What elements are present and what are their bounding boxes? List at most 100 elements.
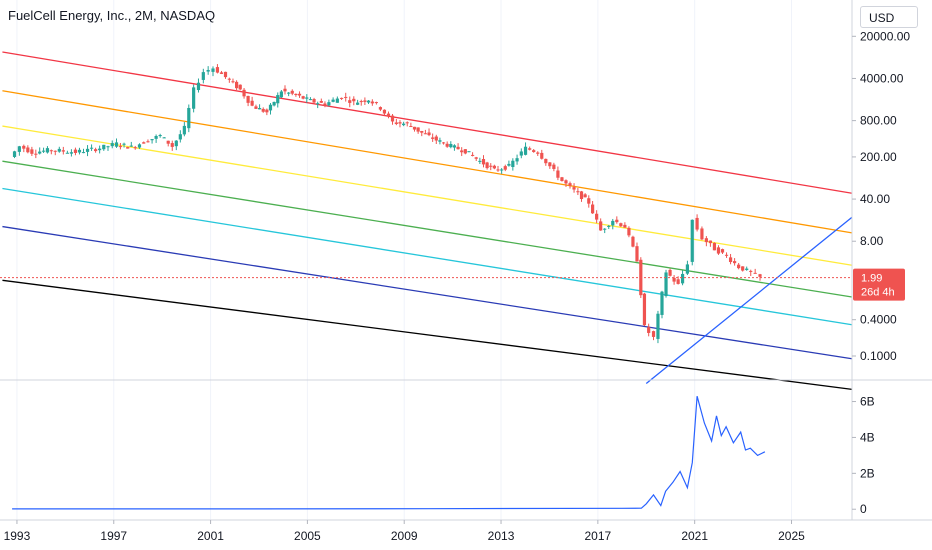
candle-body <box>238 84 242 90</box>
candle-body <box>511 160 515 168</box>
candle-body <box>758 274 762 277</box>
candle-body <box>402 123 406 126</box>
candle-body <box>438 140 442 142</box>
candle-body <box>452 145 457 148</box>
candle-body <box>599 221 603 231</box>
candle-body <box>348 100 352 103</box>
candle-body <box>615 219 619 223</box>
chart-title: FuelCell Energy, Inc., 2M, NASDAQ <box>8 8 216 23</box>
candle-body <box>378 107 383 110</box>
candle-body <box>34 153 38 155</box>
candle-body <box>583 194 587 198</box>
candle-body <box>591 204 595 214</box>
candle-body <box>724 254 729 256</box>
candle-body <box>712 242 717 251</box>
candle-body <box>370 101 374 104</box>
candle-body <box>257 108 262 110</box>
candle-body <box>366 100 371 103</box>
candle-body <box>503 166 507 170</box>
candle-body <box>283 88 287 92</box>
candle-body <box>69 152 74 154</box>
candle-body <box>170 143 174 147</box>
candle-body <box>623 224 627 228</box>
volume-axis[interactable]: 0 2B 4B 6B <box>852 395 875 517</box>
candle-body <box>287 92 291 94</box>
candle-body <box>102 144 106 150</box>
time-tick-label: 2005 <box>294 529 321 543</box>
trend-line-segment[interactable] <box>645 216 853 385</box>
candle-body <box>38 151 42 154</box>
candle-body <box>106 146 110 148</box>
candle-body <box>467 151 471 153</box>
candle-body <box>540 152 544 159</box>
candle-body <box>642 293 647 326</box>
candle-body <box>356 102 360 105</box>
channel-line-black <box>2 279 853 390</box>
candle-body <box>279 91 283 98</box>
candle-body <box>528 148 532 150</box>
trend-line[interactable] <box>645 216 853 385</box>
candle-body <box>316 103 320 105</box>
time-tick-label: 2025 <box>778 529 805 543</box>
candle-body <box>294 93 298 96</box>
candle-body <box>489 165 493 167</box>
volume-line <box>12 396 766 510</box>
candle-body <box>445 143 449 147</box>
candle-body <box>215 67 220 73</box>
candle-body <box>77 149 82 153</box>
candle-body <box>651 331 656 337</box>
candle-body <box>162 137 166 139</box>
candle-body <box>412 126 417 130</box>
volume-tick-label: 2B <box>860 466 875 480</box>
candle-body <box>219 72 224 74</box>
time-axis[interactable]: 1993 1997 2001 2005 2009 2013 2017 2021 2025 <box>4 520 806 543</box>
candle-body <box>409 126 413 128</box>
candle-body <box>49 150 53 152</box>
candle-body <box>81 152 86 154</box>
price-pane[interactable] <box>0 0 852 380</box>
candle-body <box>552 164 556 169</box>
candle-body <box>627 227 631 236</box>
candle-body <box>548 162 552 167</box>
candle-body <box>576 191 580 193</box>
candle-body <box>319 100 323 103</box>
price-axis[interactable]: 20000.00 4000.00 800.00 200.00 40.00 8.00 0.40… <box>852 29 910 363</box>
candle-body <box>85 148 90 152</box>
candle-body <box>146 141 150 143</box>
candle-body <box>133 147 137 149</box>
channel-line-red <box>2 51 853 194</box>
price-tick-label: 8.00 <box>860 234 884 248</box>
candle-body <box>631 236 635 247</box>
candle-body <box>268 104 273 111</box>
candle-body <box>685 264 690 274</box>
candle-body <box>382 109 387 114</box>
candle-body <box>394 122 398 124</box>
candle-body <box>478 160 482 162</box>
candle-body <box>374 102 378 104</box>
candle-body <box>331 99 335 102</box>
candle-body <box>323 103 327 106</box>
candle-body <box>431 137 435 139</box>
candle-body <box>339 97 344 99</box>
candle-body <box>178 134 182 140</box>
candle-body <box>110 143 114 147</box>
last-price-badge-bg <box>853 268 905 301</box>
candle-body <box>544 158 548 164</box>
candle-body <box>308 99 313 101</box>
candle-body <box>182 125 186 135</box>
currency-button[interactable]: USD <box>860 6 918 28</box>
candle-body <box>532 150 536 153</box>
volume-pane[interactable] <box>12 396 766 510</box>
candle-body <box>114 142 119 147</box>
candle-body <box>305 97 309 99</box>
candle-body <box>564 180 568 184</box>
candle-body <box>154 136 158 139</box>
candle-body <box>246 95 250 103</box>
candle-body <box>118 146 123 148</box>
candle-body <box>500 169 504 171</box>
candle-body <box>327 102 331 106</box>
candle-body <box>26 147 30 153</box>
candle-body <box>12 151 17 157</box>
candle-body <box>234 81 239 89</box>
